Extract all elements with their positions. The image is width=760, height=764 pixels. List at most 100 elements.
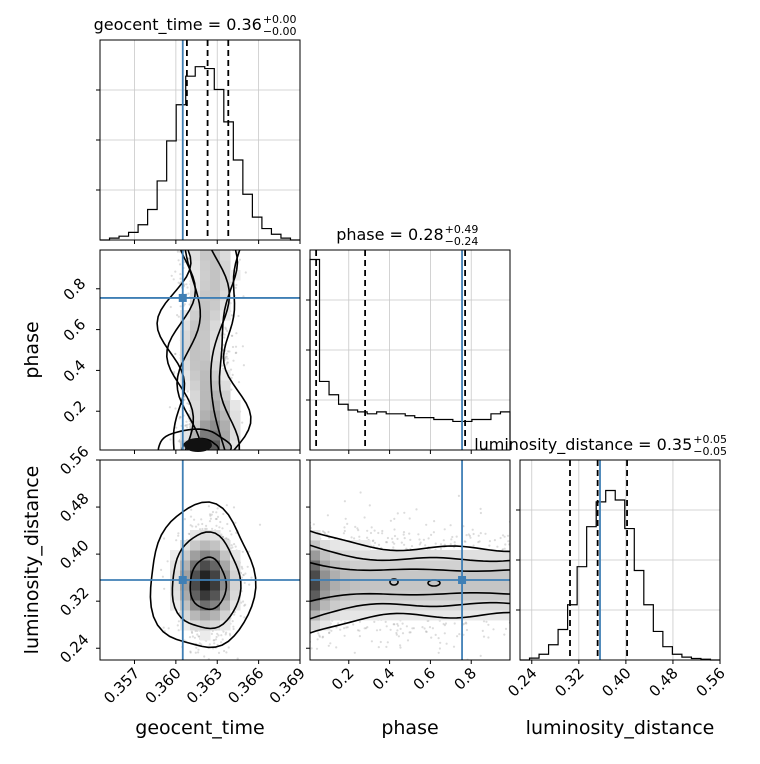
panel-geocent_time-vs-luminosity_distance [96, 460, 300, 674]
sample-point [177, 532, 179, 534]
sample-point [201, 523, 203, 525]
sample-point [162, 576, 164, 578]
sample-point [224, 327, 226, 329]
sample-point [433, 520, 435, 522]
sample-point [168, 627, 170, 629]
sample-point [169, 406, 171, 408]
sample-point [241, 576, 243, 578]
sample-point [175, 427, 177, 429]
sample-point [199, 528, 201, 530]
sample-point [373, 621, 375, 623]
sample-point [243, 616, 245, 618]
sample-point [242, 574, 244, 576]
panel-phase-vs-luminosity_distance [306, 460, 511, 679]
sample-point [440, 548, 442, 550]
sample-point [189, 636, 191, 638]
sample-point [169, 438, 171, 440]
sample-point [203, 655, 205, 657]
density-cell [180, 600, 191, 611]
sample-point [504, 548, 506, 550]
density-cell [200, 580, 211, 591]
density-cell [190, 380, 201, 391]
density-cell [210, 570, 221, 581]
sample-point [317, 638, 319, 640]
density-peak [184, 438, 212, 452]
sample-point [409, 539, 411, 541]
sample-point [468, 533, 470, 535]
density-cell [200, 320, 211, 331]
sample-point [446, 643, 448, 645]
sample-point [403, 531, 405, 533]
sample-point [211, 633, 213, 635]
truth-marker [179, 576, 187, 584]
density-cell [190, 580, 201, 591]
sample-point [215, 511, 217, 513]
sample-point [179, 273, 181, 275]
sample-point [200, 518, 202, 520]
sample-point [226, 356, 228, 358]
sample-point [387, 537, 389, 539]
sample-point [351, 536, 353, 538]
sample-point [175, 539, 177, 541]
histogram-steps-phase [310, 260, 510, 450]
sample-point [316, 648, 318, 650]
sample-point [458, 495, 460, 497]
sample-point [450, 524, 452, 526]
sample-point [378, 646, 380, 648]
density-cell [180, 560, 191, 571]
sample-point [345, 518, 347, 520]
sample-point [244, 604, 246, 606]
sample-point [487, 636, 489, 638]
sample-point [371, 526, 373, 528]
sample-point [378, 544, 380, 546]
sample-point [232, 360, 234, 362]
density-cell [200, 350, 211, 361]
sample-point [360, 491, 362, 493]
sample-point [407, 639, 409, 641]
sample-point [430, 637, 432, 639]
sample-point [216, 518, 218, 520]
sample-point [403, 544, 405, 546]
sample-point [411, 545, 413, 547]
sample-point [178, 259, 180, 261]
sample-point [237, 315, 239, 317]
sample-point [235, 346, 237, 348]
sample-point [239, 259, 241, 261]
sample-point [480, 512, 482, 514]
sample-point [504, 543, 506, 545]
sample-point [226, 538, 228, 540]
sample-point [479, 540, 481, 542]
sample-point [370, 532, 372, 534]
sample-point [502, 534, 504, 536]
sample-point [424, 627, 426, 629]
sample-point [259, 524, 261, 526]
sample-point [318, 634, 320, 636]
sample-point [215, 525, 217, 527]
sample-point [409, 631, 411, 633]
sample-point [226, 523, 228, 525]
sample-point [309, 677, 311, 679]
sample-point [443, 623, 445, 625]
density-cell [230, 580, 241, 591]
sample-point [237, 658, 239, 660]
sample-point [204, 528, 206, 530]
sample-point [435, 543, 437, 545]
density-cell [230, 410, 241, 421]
sample-point [241, 568, 243, 570]
histogram-luminosity_distance: luminosity_distance = 0.35+0.05−0.05 [474, 433, 727, 664]
sample-point [235, 287, 237, 289]
sample-point [218, 526, 220, 528]
sample-point [317, 632, 319, 634]
sample-point [406, 625, 408, 627]
sample-point [226, 504, 228, 506]
sample-point [450, 543, 452, 545]
sample-point [313, 523, 315, 525]
sample-point [242, 551, 244, 553]
density-cell [200, 590, 211, 601]
sample-point [344, 530, 346, 532]
sample-point [453, 646, 455, 648]
sample-point [426, 631, 428, 633]
density-cell [200, 540, 211, 551]
sample-point [232, 626, 234, 628]
sample-point [228, 646, 230, 648]
